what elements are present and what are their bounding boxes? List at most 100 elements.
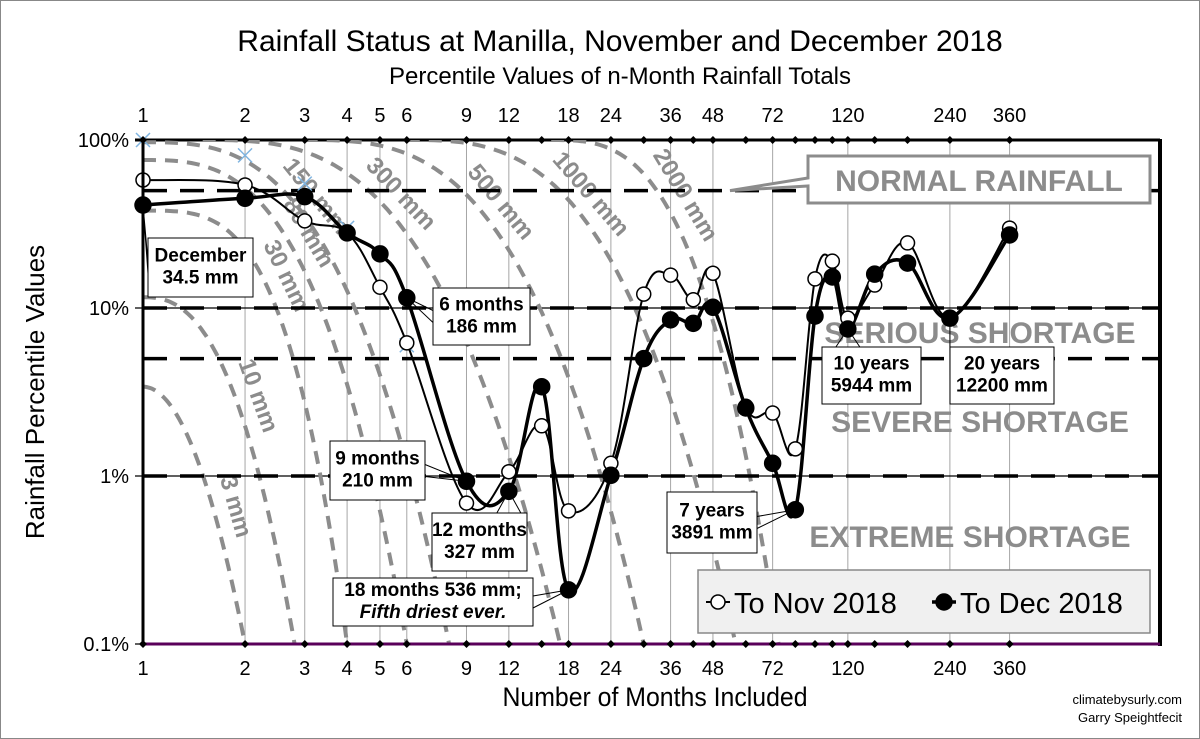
x-tick-marker bbox=[300, 136, 309, 144]
x-tick-label-top: 3 bbox=[299, 105, 310, 127]
x-tick-marker bbox=[689, 640, 698, 648]
data-point-dec bbox=[602, 466, 620, 485]
legend-label: To Dec 2018 bbox=[960, 588, 1123, 620]
callout-pointer bbox=[756, 509, 796, 529]
isoline bbox=[143, 295, 297, 644]
data-point-nov bbox=[685, 291, 702, 308]
legend: To Nov 2018 To Dec 2018 bbox=[697, 569, 1151, 634]
x-tick-marker bbox=[741, 640, 750, 648]
x-tick-marker bbox=[606, 136, 615, 144]
x-tick-marker bbox=[402, 136, 411, 144]
x-tick-marker bbox=[1005, 640, 1014, 648]
x-tick-marker bbox=[945, 640, 954, 648]
x-tick-label-bottom: 24 bbox=[600, 658, 622, 680]
data-point-nov bbox=[501, 463, 517, 480]
data-point-dec bbox=[295, 187, 314, 206]
x-tick-label-bottom: 36 bbox=[659, 658, 681, 680]
callout-text: 12 months bbox=[432, 520, 527, 541]
data-point-nov bbox=[662, 267, 679, 283]
data-point-dec bbox=[823, 268, 842, 286]
x-tick-label-top: 1 bbox=[137, 105, 148, 127]
data-point-dec bbox=[865, 265, 884, 283]
x-tick-label-bottom: 120 bbox=[831, 658, 864, 680]
x-tick-label-top: 120 bbox=[831, 105, 864, 127]
y-axis-label: Rainfall Percentile Values bbox=[20, 245, 50, 539]
x-tick-marker bbox=[708, 640, 717, 648]
x-tick-label-top: 48 bbox=[702, 105, 724, 127]
x-tick-marker bbox=[689, 136, 698, 144]
x-axis-label: Number of Months Included bbox=[502, 683, 807, 712]
x-tick-marker bbox=[1005, 136, 1014, 144]
x-tick-marker bbox=[139, 640, 147, 648]
data-point-nov bbox=[635, 286, 652, 302]
isoline bbox=[143, 158, 409, 644]
data-point-nov bbox=[824, 253, 841, 269]
threshold-lines bbox=[143, 188, 1160, 478]
x-tick-marker bbox=[810, 136, 819, 144]
x-tick-label-top: 4 bbox=[342, 105, 353, 127]
x-tick-marker bbox=[768, 640, 777, 648]
x-tick-marker bbox=[843, 136, 852, 144]
x-tick-marker bbox=[375, 640, 384, 648]
y-tick-label: 100% bbox=[78, 130, 129, 152]
x-tick-marker bbox=[791, 136, 800, 144]
x-tick-marker bbox=[343, 640, 352, 648]
zone-severe: SEVERE SHORTAGE bbox=[831, 406, 1129, 439]
data-point-dec bbox=[704, 298, 722, 317]
x-tick-marker bbox=[537, 136, 546, 144]
data-point-dec bbox=[661, 311, 680, 329]
cross-marker bbox=[297, 176, 313, 192]
callout-box bbox=[949, 346, 1055, 405]
callout-text: 10 years bbox=[833, 354, 909, 375]
x-tick-marker bbox=[343, 136, 352, 144]
x-tick-marker bbox=[903, 136, 912, 144]
data-point-dec bbox=[737, 399, 755, 417]
x-tick-marker bbox=[402, 640, 411, 648]
isoline bbox=[143, 384, 247, 644]
x-tick-label-bottom: 360 bbox=[993, 658, 1026, 680]
data-point-nov bbox=[458, 495, 475, 511]
x-tick-marker bbox=[639, 640, 648, 648]
x-tick-marker bbox=[606, 640, 615, 648]
callout-box bbox=[666, 491, 758, 554]
callout-box bbox=[147, 237, 254, 298]
callout-text: December bbox=[155, 246, 247, 267]
x-tick-label-bottom: 6 bbox=[401, 658, 412, 680]
callout-text: 3891 mm bbox=[671, 523, 752, 544]
callout-pointer bbox=[496, 491, 522, 514]
data-point-nov bbox=[807, 271, 823, 287]
x-tick-marker bbox=[708, 136, 717, 144]
callout-text: Fifth driest ever. bbox=[360, 602, 507, 623]
x-tick-marker bbox=[462, 136, 471, 144]
x-tick-label-top: 5 bbox=[374, 105, 385, 127]
data-point-nov bbox=[899, 235, 916, 251]
x-tick-marker bbox=[828, 136, 837, 144]
callout-text: 20 years bbox=[964, 354, 1040, 375]
zone-normal: NORMAL RAINFALL bbox=[835, 165, 1123, 198]
chart-subtitle: Percentile Values of n-Month Rainfall To… bbox=[389, 63, 851, 90]
x-tick-label-bottom: 48 bbox=[702, 658, 724, 680]
x-tick-marker bbox=[870, 136, 879, 144]
x-tick-marker bbox=[241, 136, 250, 144]
callout-text: 327 mm bbox=[444, 542, 515, 563]
isoline bbox=[551, 140, 781, 644]
x-tick-marker bbox=[870, 640, 879, 648]
x-tick-label-bottom: 3 bbox=[299, 658, 310, 680]
data-point-dec bbox=[763, 454, 782, 473]
x-tick-marker bbox=[791, 640, 800, 648]
chart-title: Rainfall Status at Manilla, November and… bbox=[237, 25, 1002, 58]
callout-text: 18 months 536 mm; bbox=[344, 580, 521, 601]
x-tick-marker bbox=[504, 640, 513, 648]
x-tick-label-bottom: 5 bbox=[374, 658, 385, 680]
data-point-nov bbox=[399, 335, 415, 351]
callout-pointer bbox=[835, 328, 861, 348]
x-tick-label-top: 2 bbox=[239, 105, 250, 127]
data-point-nov bbox=[372, 279, 388, 295]
data-point-dec bbox=[634, 349, 653, 368]
x-tick-label-top: 72 bbox=[762, 105, 784, 127]
